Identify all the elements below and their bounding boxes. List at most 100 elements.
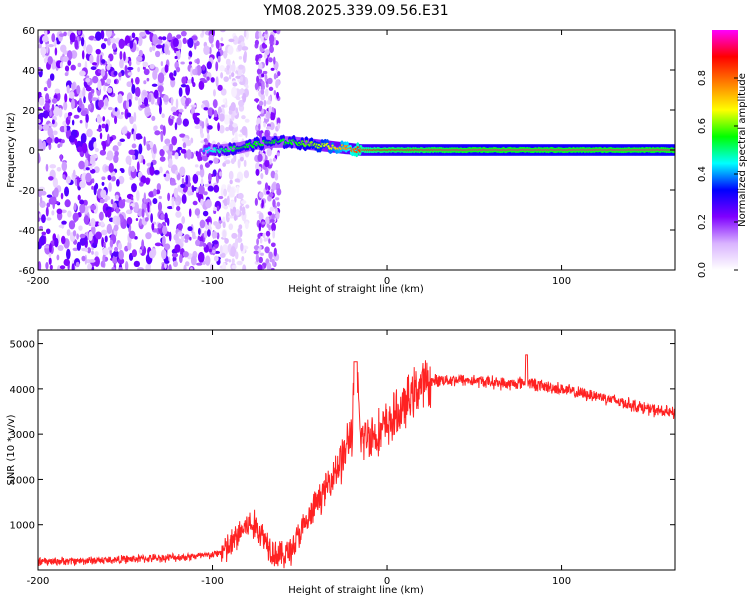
spectrogram-cell [196,58,200,65]
spectrogram-cell [273,73,277,80]
spectrogram-cell [202,79,208,84]
spectrogram-cell [95,31,102,41]
colorbar-tick-label: 0.2 [697,214,708,230]
spectrogram-cell [46,194,53,198]
spectrogram-cell [174,122,178,131]
spectrogram-cell [101,59,106,64]
spectrogram-cell [84,248,89,253]
spectrogram-cell [38,124,43,131]
spectrogram-ytick-label: -40 [19,226,35,237]
spectrogram-cell [267,77,273,85]
spectrogram-cell [238,224,243,230]
spectrogram-cell [85,167,90,171]
spectrogram-cell [227,149,231,153]
spectrogram-cell [109,239,114,248]
spectrogram-cell [89,54,94,64]
spectrogram-cell [69,32,76,43]
spectrogram-xtick-label: 0 [384,276,390,287]
spectrogram-cell [184,261,190,267]
spectrogram-cell [266,223,270,228]
spectrogram-cell [146,77,150,82]
spectrogram-cell [273,56,276,65]
spectrogram-cell [213,116,219,121]
spectrogram-cell [114,246,119,252]
spectrogram-cell [75,261,80,268]
spectrogram-cell [205,218,211,223]
spectrogram-cell [114,79,117,84]
spectrogram-cell [271,258,276,267]
spectrogram-cell [38,43,42,49]
spectrogram-cell [154,130,161,136]
spectrogram-cell [213,206,217,212]
spectrogram-cell [127,240,132,251]
spectrogram-cell [243,53,247,64]
spectrogram-cell [202,149,205,153]
spectrogram-cell [114,194,119,200]
spectrogram-cell [213,255,219,262]
spectrogram-cell [268,251,273,260]
spectrogram-cell [237,228,241,234]
spectrogram-cell [230,246,237,258]
colorbar-gradient [712,30,738,270]
spectrogram-cell [161,113,165,119]
spectrogram-cell [38,186,46,192]
spectrogram-cell [239,156,244,162]
spectrogram-cell [167,205,174,210]
spectrogram-cell [254,144,258,147]
spectrogram-cell [238,133,243,138]
spectrogram-cell [254,39,260,46]
spectrogram-cell [103,38,108,42]
spectrogram-cell [190,104,197,108]
spectrogram-cell [137,35,143,47]
spectrogram-cell [232,82,238,87]
spectrogram-cell [47,44,54,48]
spectrogram-cell [264,160,270,168]
spectrogram-cell [88,259,96,263]
spectrogram-cell [253,250,259,255]
spectrogram-cell [79,70,86,77]
spectrogram-cell [235,75,242,79]
spectrogram-cell [128,149,136,155]
spectrogram-cell [91,185,94,190]
colorbar-tick-label: 0.0 [697,262,708,278]
spectrogram-cell [219,30,226,33]
spectrogram-cell [171,136,178,146]
spectrogram-cell [164,243,171,251]
spectrogram-cell [154,50,161,58]
spectrogram-cell [243,170,250,179]
spectrogram-cell [271,213,275,221]
spectrogram-cell [148,250,156,259]
spectrogram-cell [77,194,81,201]
spectrogram-cell [91,75,99,84]
spectrogram-cell [143,97,149,107]
spectrogram-cell [277,71,281,77]
spectrogram-cell [254,82,259,91]
spectrogram-cell [269,219,275,223]
spectrogram-cell [175,98,179,109]
spectrogram-cell [111,175,116,182]
spectrogram-cell [227,45,234,55]
spectrogram-cell [124,261,129,270]
spectrogram-cell [94,251,99,257]
spectrogram-cell [171,116,175,120]
spectrogram-cell [83,215,90,225]
spectrogram-cell [268,105,272,113]
spectrogram-cell [210,43,214,48]
spectrogram-cell [276,152,280,157]
snr-ticks: -200 -100 0 100 1000 2000 3000 4000 5000 [10,330,675,587]
spectrogram-cell [145,232,152,240]
spectrogram-cell [66,84,70,94]
spectrogram-cell [110,198,114,205]
spectrogram-cell [245,204,250,209]
spectrogram-cell [203,45,210,56]
spectrogram-cell [232,206,237,213]
spectrogram-cell [265,30,268,35]
spectrogram-cell [282,138,285,141]
spectrogram-cell [246,145,249,149]
snr-panel: -200 -100 0 100 1000 2000 3000 4000 5000 Height … [6,329,676,596]
spectrogram-cell [143,192,147,204]
spectrogram-cell [212,99,218,109]
spectrogram-cell [110,37,117,44]
spectrogram-cell [79,233,86,239]
